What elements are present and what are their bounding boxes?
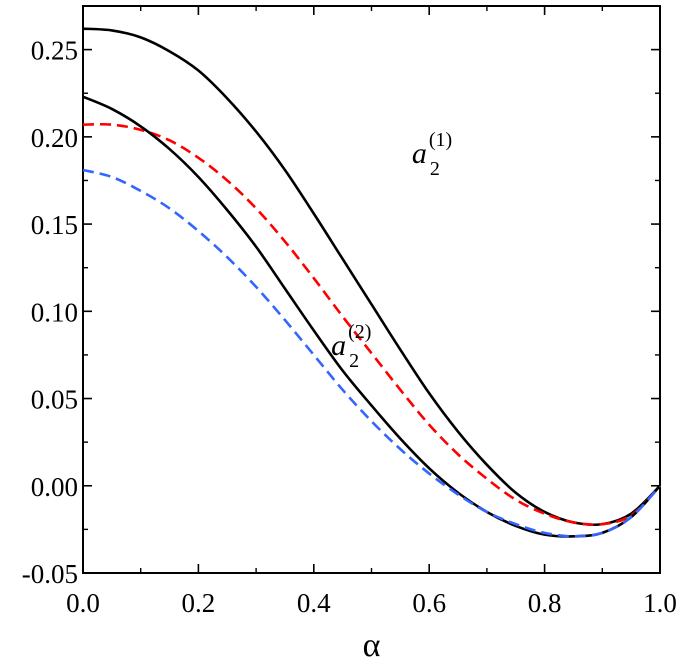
annotation-subscript: 2	[349, 350, 359, 372]
annotation-base: a	[412, 137, 427, 170]
y-tick-label: -0.05	[22, 559, 78, 589]
annotation-superscript: (2)	[348, 321, 371, 343]
x-tick-label: 0.0	[66, 588, 100, 618]
series-line-1	[82, 27, 661, 527]
x-tick-label: 0.2	[182, 588, 216, 618]
tick-layer: 0.0 0.2 0.4 0.6 0.8 1.0 -0.05 0.00 0.05 0.10 0.15 0…	[22, 6, 677, 618]
y-tick-label: 0.15	[31, 210, 78, 240]
x-tick-label: 0.8	[528, 588, 562, 618]
series-line-4	[82, 168, 661, 538]
series-line-3	[82, 95, 661, 538]
x-tick-label: 1.0	[643, 588, 677, 618]
series-line-2	[82, 122, 661, 526]
plot-frame	[82, 5, 661, 574]
y-tick-label: 0.10	[31, 297, 78, 327]
x-tick-label: 0.6	[412, 588, 446, 618]
y-tick-label: 0.00	[31, 472, 78, 502]
series-layer	[82, 27, 661, 538]
curve-annotation-1: a 2 (1)	[412, 129, 452, 180]
y-tick-label: 0.20	[31, 123, 78, 153]
annotation-superscript: (1)	[429, 129, 452, 151]
annotation-base: a	[331, 329, 346, 362]
annotation-layer: a 2(1)a 2(2)	[331, 129, 452, 372]
y-tick-label: 0.25	[31, 36, 78, 66]
x-tick-label: 0.4	[297, 588, 331, 618]
x-axis-title: α	[363, 627, 381, 664]
annotation-subscript: 2	[430, 158, 440, 180]
curve-annotation-2: a 2 (2)	[331, 321, 371, 372]
y-tick-label: 0.05	[31, 385, 78, 415]
